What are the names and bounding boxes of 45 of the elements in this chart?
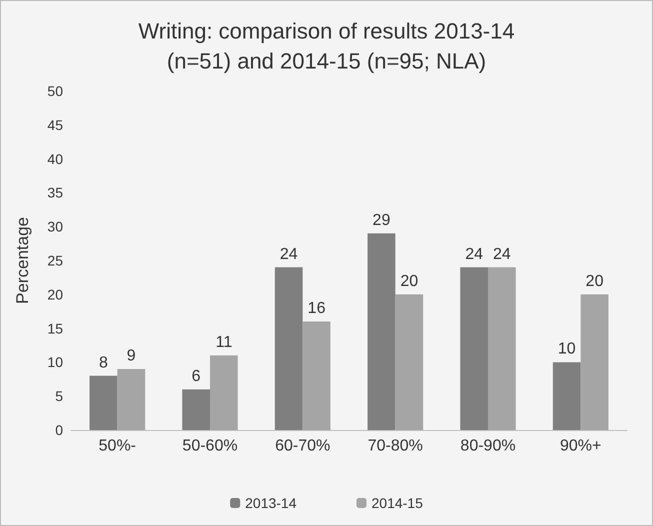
- bar: [488, 267, 516, 430]
- y-axis-title: Percentage: [13, 217, 32, 304]
- data-label: 6: [192, 368, 201, 385]
- bar: [90, 376, 118, 430]
- y-tick-label: 5: [55, 388, 64, 404]
- bar: [274, 267, 303, 430]
- y-tick-label: 15: [47, 320, 64, 336]
- x-tick-label: 90%+: [560, 438, 602, 454]
- x-tick-label: 60-70%: [275, 438, 330, 454]
- y-tick-label: 40: [47, 150, 64, 167]
- bar: [395, 294, 424, 430]
- y-tick-label: 50: [47, 83, 64, 99]
- legend-label: 2013-14: [245, 495, 297, 511]
- data-label: 24: [493, 246, 511, 263]
- data-label: 10: [558, 340, 576, 358]
- bar: [368, 233, 396, 430]
- data-label: 8: [98, 354, 108, 372]
- y-tick-label: 10: [47, 354, 64, 370]
- chart-title: Writing: comparison of results 2013-14 (n=51) and 2014-15 (n=95; NLA): [138, 18, 515, 74]
- bar: [460, 267, 488, 430]
- data-label: 24: [465, 246, 484, 263]
- x-tick-label: 70-80%: [368, 438, 423, 454]
- x-tick-label: 50-60%: [182, 438, 238, 454]
- bar: [302, 322, 330, 430]
- y-tick-label: 25: [47, 252, 64, 268]
- data-label: 20: [586, 272, 604, 290]
- data-label: 24: [280, 246, 298, 263]
- y-tick-label: 35: [47, 184, 64, 201]
- bar: [182, 389, 210, 430]
- bar: [117, 368, 146, 430]
- legend-label: 2014-15: [372, 495, 424, 511]
- y-tick-label: 30: [47, 218, 64, 235]
- data-label: 20: [400, 272, 418, 290]
- bar: [210, 355, 238, 430]
- y-tick-label: 45: [47, 116, 64, 133]
- x-tick-label: 80-90%: [460, 438, 516, 454]
- x-tick-label: 50%-: [98, 438, 136, 454]
- data-label: 9: [126, 347, 136, 364]
- data-label: 11: [216, 334, 232, 351]
- y-tick-label: 0: [55, 422, 64, 438]
- y-tick-label: 20: [47, 286, 64, 302]
- bar: [580, 294, 608, 430]
- data-label: 29: [372, 212, 390, 229]
- data-label: 16: [308, 300, 326, 318]
- bar: [552, 362, 581, 430]
